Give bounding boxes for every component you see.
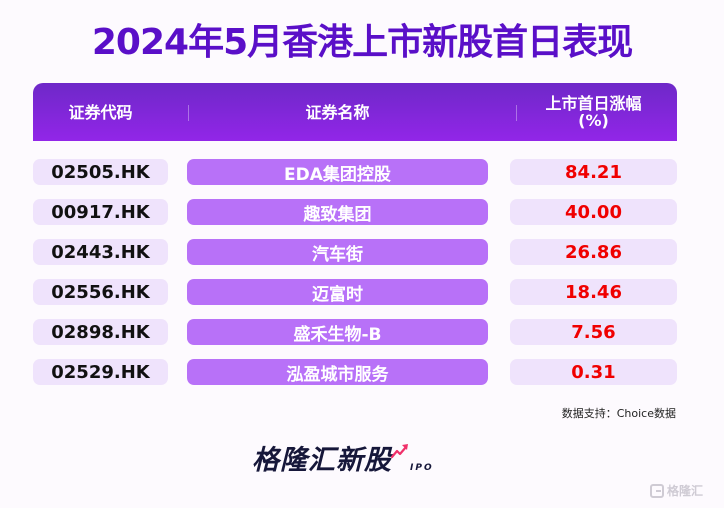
stock-code: 02443.HK <box>33 239 168 265</box>
page-title: 2024年5月香港上市新股首日表现 <box>91 22 633 63</box>
watermark-text: 格隆汇 <box>667 484 704 498</box>
stock-code: 02505.HK <box>33 159 168 185</box>
stock-name: 泓盈城市服务 <box>187 359 488 385</box>
brand-name: 格隆汇新股 <box>252 445 392 476</box>
header-divider <box>188 105 189 121</box>
first-day-change: 0.31 <box>510 359 677 385</box>
header-code: 证券代码 <box>33 83 168 141</box>
header-change: 上市首日涨幅 (%) <box>510 83 677 141</box>
brand-logo: 格隆汇新股 IPO <box>252 442 434 478</box>
table-row: 00917.HK 趣致集团 40.00 <box>33 199 677 225</box>
first-day-change: 18.46 <box>510 279 677 305</box>
gelonghui-logo-icon <box>650 483 664 498</box>
table-row: 02556.HK 迈富时 18.46 <box>33 279 677 305</box>
watermark: 格隆汇 <box>650 482 703 499</box>
stock-name: 迈富时 <box>187 279 488 305</box>
first-day-change: 7.56 <box>510 319 677 345</box>
header-name-label: 证券名称 <box>305 102 370 122</box>
stock-code: 00917.HK <box>33 199 168 225</box>
stock-name: EDA集团控股 <box>187 159 488 185</box>
first-day-change: 26.86 <box>510 239 677 265</box>
stock-code: 02529.HK <box>33 359 168 385</box>
stock-code: 02556.HK <box>33 279 168 305</box>
table-row: 02505.HK EDA集团控股 84.21 <box>33 159 677 185</box>
trend-up-arrow-icon <box>390 444 408 459</box>
stock-name: 盛禾生物-B <box>187 319 488 345</box>
table-row: 02443.HK 汽车街 26.86 <box>33 239 677 265</box>
header-change-unit: (%) <box>578 111 609 130</box>
stock-name: 汽车街 <box>187 239 488 265</box>
table-header: 证券代码 证券名称 上市首日涨幅 (%) <box>33 83 677 141</box>
first-day-change: 84.21 <box>510 159 677 185</box>
header-name: 证券名称 <box>187 83 488 141</box>
table-row: 02529.HK 泓盈城市服务 0.31 <box>33 359 677 385</box>
header-divider <box>516 105 517 121</box>
brand-ipo-suffix: IPO <box>410 463 434 473</box>
table-body: 02505.HK EDA集团控股 84.21 00917.HK 趣致集团 40.… <box>33 159 677 399</box>
header-code-label: 证券代码 <box>68 102 133 122</box>
data-source-note: 数据支持：Choice数据 <box>561 407 676 420</box>
first-day-change: 40.00 <box>510 199 677 225</box>
stock-code: 02898.HK <box>33 319 168 345</box>
header-change-label: 上市首日涨幅 <box>545 94 642 113</box>
stock-name: 趣致集团 <box>187 199 488 225</box>
table-row: 02898.HK 盛禾生物-B 7.56 <box>33 319 677 345</box>
